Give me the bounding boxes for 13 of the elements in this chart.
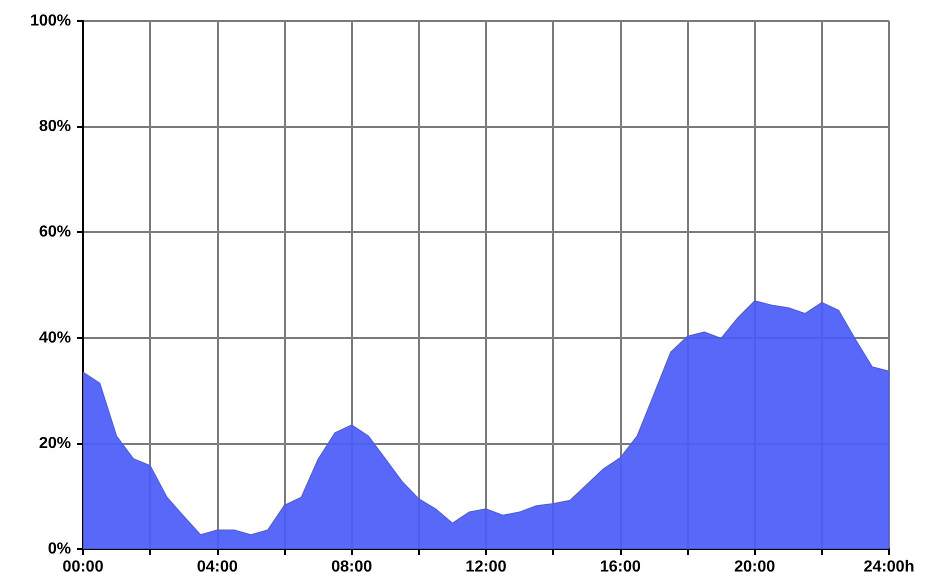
x-tick-label: 08:00 (331, 558, 372, 576)
x-tick-label: 16:00 (600, 558, 641, 576)
x-tick-label: 24:00h (864, 558, 914, 576)
x-tick-label: 00:00 (62, 558, 104, 576)
x-tick-label: 20:00 (734, 558, 776, 576)
y-tick-label: 40% (38, 329, 71, 346)
x-tick-label: 04:00 (196, 558, 238, 576)
y-tick-label: 80% (38, 118, 71, 136)
y-tick-label: 60% (38, 224, 71, 241)
y-tick-label: 0% (48, 540, 71, 558)
x-tick-label: 12:00 (466, 558, 507, 576)
y-tick-label: 20% (38, 434, 71, 452)
y-tick-label: 100% (30, 12, 71, 30)
